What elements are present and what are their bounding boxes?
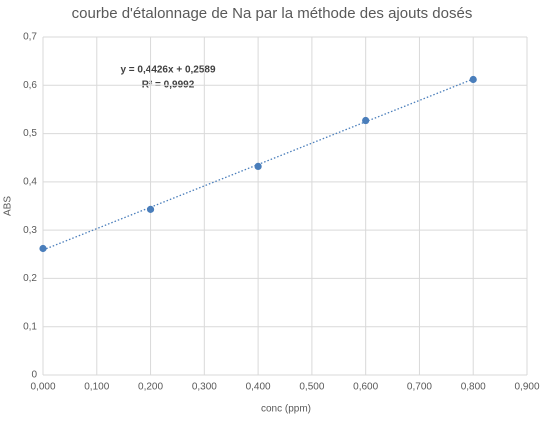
x-tick-label: 0,900 bbox=[514, 382, 539, 393]
x-tick-label: 0,500 bbox=[299, 382, 324, 393]
y-tick-label: 0,2 bbox=[23, 273, 37, 284]
y-tick-label: 0 bbox=[31, 370, 37, 381]
x-tick-label: 0,000 bbox=[30, 382, 55, 393]
x-tick-label: 0,600 bbox=[353, 382, 378, 393]
x-tick-label: 0,800 bbox=[461, 382, 486, 393]
x-tick-label: 0,400 bbox=[246, 382, 271, 393]
data-point bbox=[469, 75, 477, 84]
x-tick-label: 0,700 bbox=[407, 382, 432, 393]
x-tick-label: 0,200 bbox=[138, 382, 163, 393]
data-point bbox=[146, 205, 155, 213]
data-point bbox=[39, 244, 47, 253]
x-axis-label: conc (ppm) bbox=[261, 404, 311, 415]
y-tick-label: 0,4 bbox=[23, 176, 37, 187]
data-point bbox=[362, 116, 370, 125]
y-tick-label: 0,6 bbox=[23, 80, 37, 91]
x-tick-label: 0,100 bbox=[84, 382, 109, 393]
data-point bbox=[254, 162, 262, 171]
y-tick-label: 0,1 bbox=[23, 321, 37, 332]
x-tick-label: 0,300 bbox=[192, 382, 217, 393]
y-tick-label: 0,3 bbox=[23, 225, 37, 236]
y-tick-label: 0,5 bbox=[23, 128, 37, 139]
chart-title: courbe d'étalonnage de Na par la méthode… bbox=[72, 5, 473, 22]
y-tick-label: 0,7 bbox=[23, 32, 37, 43]
trendline-equation: y = 0,4426x + 0,2589 bbox=[120, 65, 216, 76]
y-axis-label: ABS bbox=[3, 196, 14, 216]
